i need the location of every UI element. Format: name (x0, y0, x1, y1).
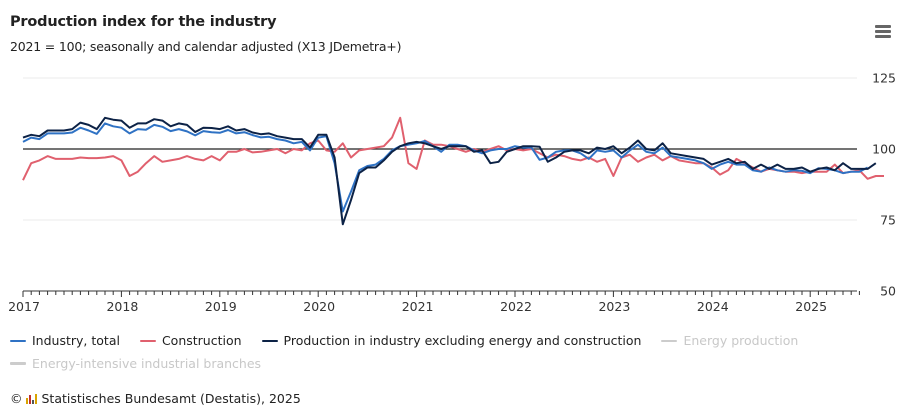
x-tick-label: 2021 (402, 299, 434, 314)
x-tick-label: 2024 (697, 299, 729, 314)
x-tick-label: 2019 (205, 299, 237, 314)
destatis-logo-icon (25, 393, 37, 404)
legend-item[interactable]: Industry, total (10, 331, 120, 351)
legend: Industry, total Construction Production in… (10, 328, 870, 374)
legend-item[interactable]: Energy-intensive industrial branches (10, 354, 261, 374)
legend-label: Construction (161, 332, 242, 348)
y-tick-label: 125 (872, 71, 896, 86)
legend-label: Energy production (683, 332, 799, 348)
legend-item[interactable]: Production in industry excluding energy … (261, 331, 642, 351)
series-lines (22, 116, 884, 226)
series-line-production-in-industry-excluding-energy-and-construction (22, 116, 877, 226)
legend-swatch (10, 339, 26, 342)
legend-label: Industry, total (32, 332, 120, 348)
series-line-industry-total (22, 122, 869, 213)
source-credit: © Statistisches Bundesamt (Destatis), 20… (10, 391, 301, 406)
y-tick-label: 75 (880, 213, 896, 228)
chart-title: Production index for the industry (10, 14, 277, 30)
legend-swatch (10, 362, 26, 365)
x-axis: 2017 2018 2019 2020 2021 2022 2023 2024 2025 (8, 290, 860, 314)
x-tick-label: 2023 (598, 299, 630, 314)
y-tick-label: 100 (872, 142, 896, 157)
legend-item[interactable]: Energy production (661, 331, 798, 351)
copyright-symbol: © (10, 391, 23, 406)
hamburger-menu-icon[interactable] (873, 23, 893, 39)
legend-item[interactable]: Construction (139, 331, 242, 351)
legend-swatch (661, 339, 678, 342)
credit-text: Statistisches Bundesamt (Destatis), 2025 (41, 391, 301, 406)
x-tick-label: 2017 (8, 299, 40, 314)
x-tick-label: 2022 (500, 299, 532, 314)
y-tick-label: 50 (880, 284, 896, 299)
legend-label: Production in industry excluding energy … (283, 332, 642, 348)
series-line-construction (22, 116, 884, 181)
x-tick-label: 2020 (303, 299, 335, 314)
legend-label: Energy-intensive industrial branches (32, 355, 262, 371)
x-tick-label: 2025 (795, 299, 827, 314)
legend-swatch (139, 339, 156, 342)
x-tick-label: 2018 (106, 299, 138, 314)
y-axis-labels: 50 75 100 125 (872, 71, 896, 299)
legend-swatch (261, 339, 278, 342)
chart-subtitle: 2021 = 100; seasonally and calendar adju… (10, 39, 402, 54)
